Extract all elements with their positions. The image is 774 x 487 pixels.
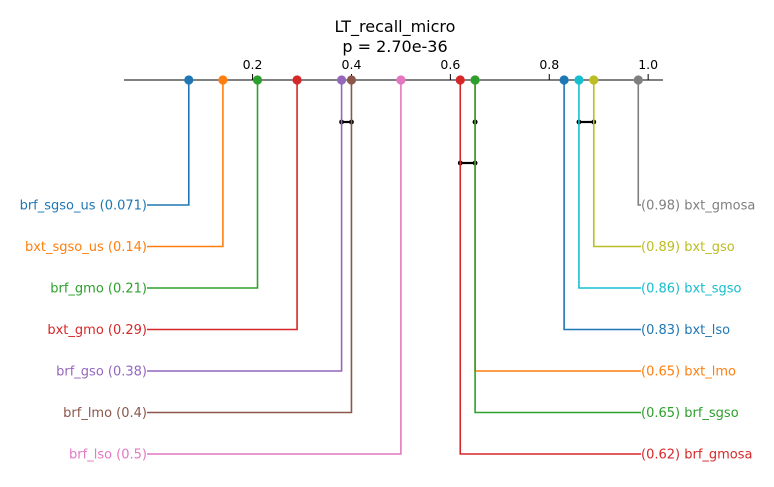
entries: brf_sgso_us (0.071) bxt_sgso_us (0.14) brf…: [20, 75, 755, 463]
entry-marker-bxt_lso: [559, 75, 569, 85]
entry-marker-bxt_sgso_us: [218, 75, 228, 85]
entry-label-bxt_gso: (0.89) bxt_gso: [641, 240, 735, 255]
entry-connector-bxt_gmosa: [637, 80, 641, 206]
axis-ticks: 0.2 0.4 0.6 0.8 1.0: [243, 57, 658, 80]
chart-title: LT_recall_micro: [335, 17, 456, 37]
entry-connector-bxt_lso: [563, 80, 641, 331]
entry-label-brf_lso: brf_lso (0.5): [69, 448, 147, 463]
entry-connector-bxt_lmo: [474, 80, 641, 372]
entry-marker-bxt_gso: [589, 75, 599, 85]
entry-marker-brf_gmosa: [455, 75, 465, 85]
clique-bars: [339, 119, 597, 166]
tick-label: 0.6: [440, 57, 460, 72]
entry-label-brf_sgso_us: brf_sgso_us (0.071): [20, 199, 147, 214]
entry-marker-brf_lso: [396, 75, 406, 85]
entry-label-bxt_sgso: (0.86) bxt_sgso: [641, 282, 742, 297]
entry-connector-bxt_sgso_us: [147, 80, 224, 248]
entry-connector-brf_sgso_us: [147, 80, 190, 206]
entry-marker-brf_gso: [336, 75, 347, 85]
entry-label-bxt_gmo: bxt_gmo (0.29): [47, 323, 147, 338]
entry-marker-brf_sgso: [470, 75, 480, 85]
entry-marker-brf_lmo: [346, 75, 357, 85]
entry-marker-brf_sgso_us: [184, 75, 194, 85]
entry-connector-brf_lso: [147, 80, 402, 455]
entry-label-brf_gmo: brf_gmo (0.21): [50, 282, 147, 297]
entry-connector-brf_gmo: [147, 80, 259, 289]
entry-marker-brf_gmo: [252, 75, 263, 85]
entry-label-brf_lmo: brf_lmo (0.4): [63, 406, 147, 421]
entry-marker-bxt_gmo: [292, 75, 302, 85]
tick-label: 0.4: [342, 57, 362, 72]
tick-label: 1.0: [638, 57, 658, 72]
entry-connector-bxt_gso: [592, 80, 641, 248]
entry-label-bxt_lso: (0.83) bxt_lso: [641, 323, 730, 338]
entry-connector-brf_gso: [147, 80, 343, 372]
entry-connector-bxt_sgso: [578, 80, 641, 289]
entry-marker-bxt_sgso: [574, 75, 584, 85]
entry-label-bxt_sgso_us: bxt_sgso_us (0.14): [25, 240, 147, 255]
entry-label-brf_gmosa: (0.62) brf_gmosa: [641, 448, 753, 463]
tick-label: 0.2: [243, 57, 263, 72]
entry-marker-bxt_gmosa: [633, 75, 643, 85]
entry-connector-bxt_gmo: [147, 80, 298, 331]
entry-connector-brf_gmosa: [459, 80, 641, 455]
tick-label: 0.8: [539, 57, 559, 72]
entry-label-brf_gso: brf_gso (0.38): [56, 365, 147, 380]
entry-connector-brf_sgso: [474, 80, 641, 414]
entry-label-bxt_lmo: (0.65) bxt_lmo: [641, 365, 736, 380]
chart-subtitle: p = 2.70e-36: [342, 37, 447, 56]
entry-label-bxt_gmosa: (0.98) bxt_gmosa: [641, 199, 755, 214]
entry-label-brf_sgso: (0.65) brf_sgso: [641, 406, 739, 421]
entry-connector-brf_lmo: [147, 80, 353, 414]
